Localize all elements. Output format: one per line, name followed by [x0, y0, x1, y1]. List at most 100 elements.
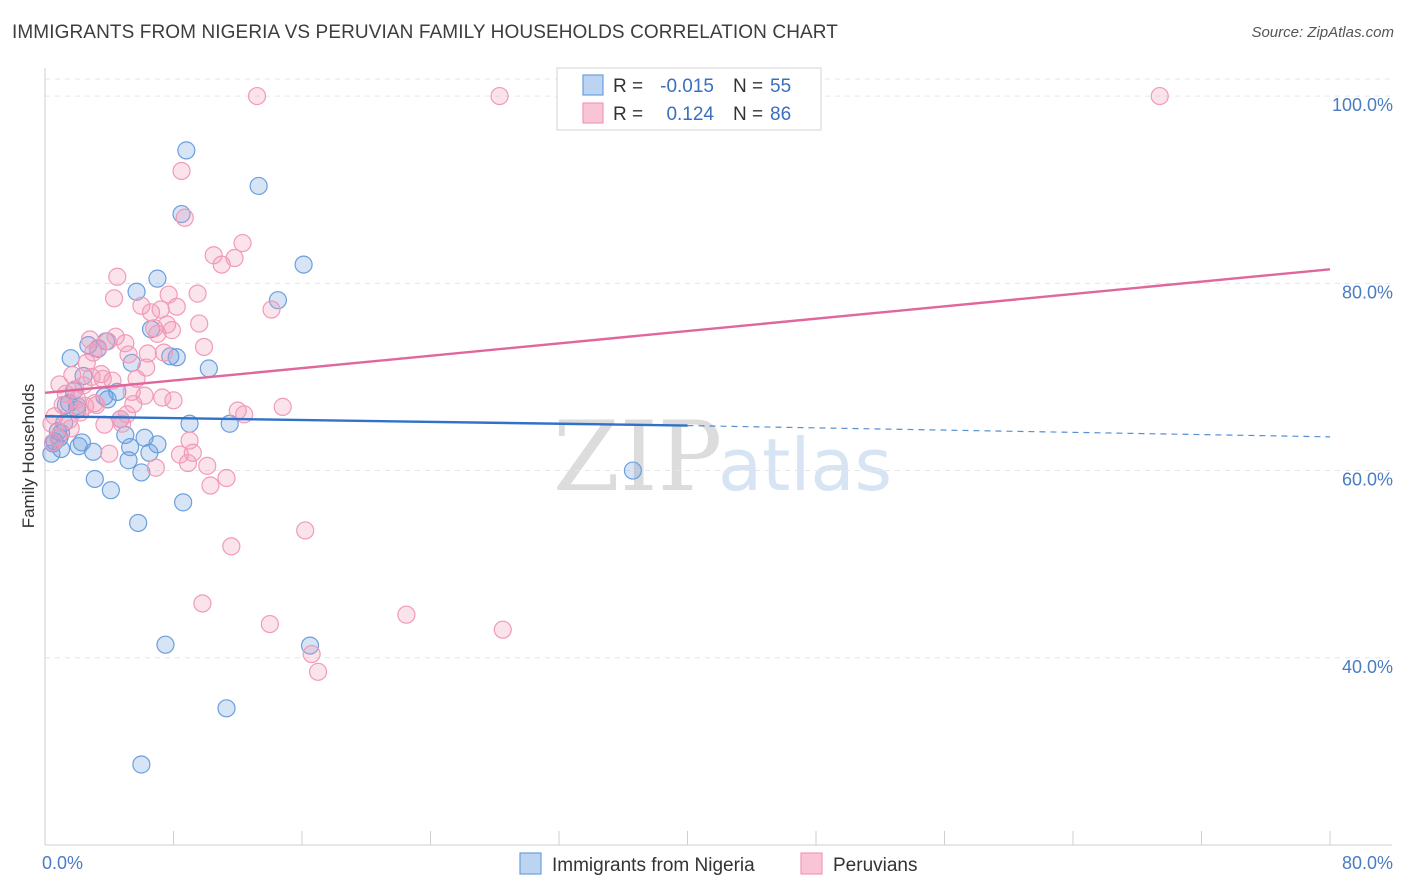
point-1-47 [172, 161, 191, 181]
point-1-32 [132, 296, 151, 315]
legend-swatch-nigeria [582, 74, 604, 96]
y-tick-label-2: 60.0% [1342, 470, 1393, 490]
point-1-69 [296, 521, 315, 540]
point-1-23 [106, 327, 125, 346]
y-tick-label-0: 100.0% [1332, 95, 1393, 115]
point-1-33 [135, 386, 154, 405]
point-1-75 [1150, 86, 1169, 106]
point-1-21 [100, 444, 119, 463]
point-1-68 [273, 397, 292, 416]
point-1-56 [201, 476, 220, 495]
point-1-44 [164, 391, 183, 410]
bottom-legend-nigeria: Immigrants from Nigeria [552, 855, 755, 876]
point-0-45 [268, 291, 288, 310]
point-0-38 [174, 493, 193, 512]
point-0-34 [156, 635, 175, 654]
point-1-19 [95, 415, 114, 434]
series-0-points [42, 141, 642, 774]
legend-n-label-2: N = [733, 104, 763, 125]
legend-r-value-1: -0.015 [660, 76, 714, 97]
x-tick-label-0: 0.0% [42, 853, 83, 873]
trend-line-1 [44, 268, 1331, 395]
point-0-32 [148, 435, 167, 454]
point-1-12 [77, 353, 96, 372]
point-1-85 [82, 367, 101, 387]
watermark: ZIP atlas [553, 401, 892, 513]
point-1-65 [247, 86, 267, 106]
point-0-44 [249, 176, 268, 196]
trend-line-0 [44, 415, 688, 427]
point-0-33 [148, 269, 167, 288]
point-1-83 [153, 388, 172, 407]
legend: R = -0.015 N = 55 R = 0.124 N = 86 [556, 67, 822, 131]
axes [44, 68, 1392, 846]
point-1-66 [260, 614, 279, 634]
point-0-48 [132, 755, 151, 774]
point-1-16 [88, 338, 108, 358]
y-tick-label-3: 40.0% [1342, 657, 1393, 677]
gridlines [45, 78, 1392, 659]
legend-n-label-1: N = [733, 76, 763, 97]
point-1-48 [175, 208, 194, 227]
legend-swatch-peruvians [582, 102, 604, 124]
point-0-14 [84, 442, 103, 461]
point-0-42 [217, 699, 236, 718]
bottom-legend-peruvians: Peruvians [833, 855, 918, 876]
point-1-74 [493, 620, 512, 639]
point-1-82 [137, 358, 156, 377]
point-0-39 [177, 141, 196, 160]
point-1-40 [154, 343, 173, 362]
point-1-26 [112, 414, 132, 433]
legend-n-value-2: 86 [770, 104, 791, 125]
point-0-19 [101, 481, 120, 500]
point-1-22 [104, 289, 124, 308]
point-0-28 [132, 463, 151, 482]
watermark-zip: ZIP [553, 401, 722, 513]
point-1-73 [490, 86, 509, 106]
point-1-79 [87, 395, 106, 415]
point-1-7 [63, 365, 82, 385]
point-1-51 [188, 284, 207, 303]
point-1-76 [43, 433, 63, 452]
point-0-41 [199, 359, 218, 378]
legend-r-label-1: R = [613, 76, 643, 97]
point-1-53 [193, 594, 212, 613]
point-1-84 [180, 431, 199, 450]
x-tick-label-1: 80.0% [1342, 853, 1393, 873]
chart-title: IMMIGRANTS FROM NIGERIA VS PERUVIAN FAMI… [12, 22, 838, 43]
source-credit: Source: ZipAtlas.com [1251, 24, 1394, 41]
point-1-54 [194, 337, 214, 357]
point-0-23 [119, 451, 138, 470]
point-1-41 [157, 315, 177, 334]
point-1-49 [178, 453, 198, 473]
series-1-points [42, 86, 1169, 681]
bottom-legend-swatch-peruvians [800, 852, 823, 875]
legend-n-value-1: 55 [770, 76, 791, 97]
trend-lines [44, 268, 1331, 438]
legend-r-value-2: 0.124 [666, 104, 714, 125]
point-1-71 [308, 662, 328, 681]
point-0-7 [61, 349, 80, 368]
point-1-59 [217, 468, 236, 488]
y-tick-label-1: 80.0% [1342, 282, 1393, 302]
point-1-43 [162, 321, 181, 340]
point-1-55 [198, 456, 217, 475]
y-axis-label: Family Households [19, 384, 38, 529]
point-1-24 [108, 267, 127, 286]
point-1-27 [116, 334, 135, 353]
point-1-45 [167, 297, 186, 316]
watermark-atlas: atlas [718, 423, 892, 507]
point-1-61 [225, 248, 244, 268]
point-1-60 [222, 537, 241, 556]
point-1-63 [233, 233, 252, 253]
point-1-72 [397, 605, 416, 624]
point-0-24 [121, 438, 140, 457]
point-1-38 [148, 324, 167, 343]
trend-line-extension-0 [687, 425, 1331, 438]
point-1-67 [262, 300, 281, 319]
point-1-28 [119, 345, 138, 364]
legend-r-label-2: R = [613, 104, 643, 125]
point-0-26 [127, 282, 146, 301]
point-0-46 [294, 255, 313, 274]
